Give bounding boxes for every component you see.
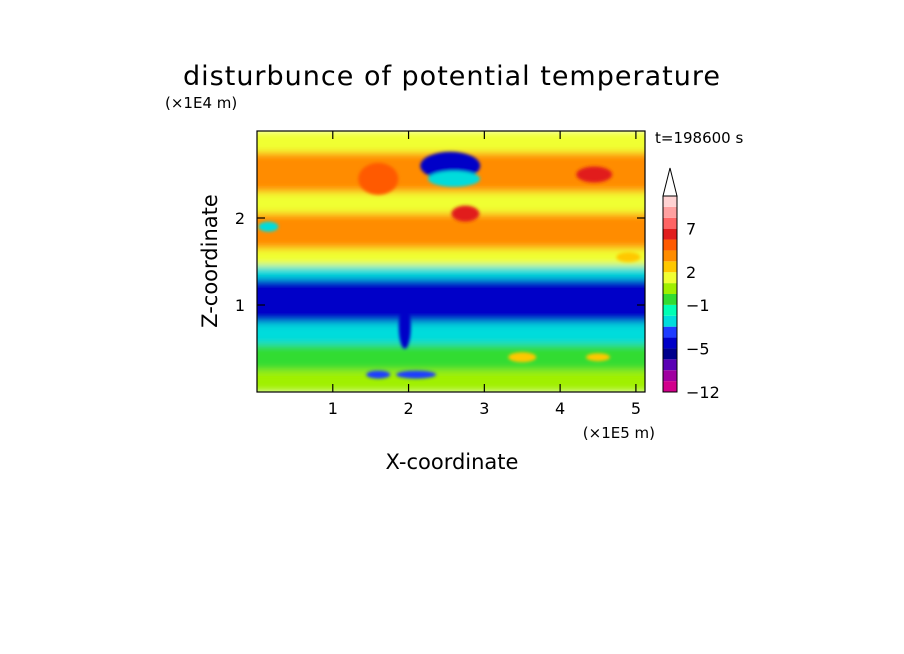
colorbar-swatch xyxy=(663,294,677,305)
colorbar-swatch xyxy=(663,261,677,273)
x-tick-label: 2 xyxy=(403,399,413,418)
field-band xyxy=(257,248,645,266)
colorbar-swatch xyxy=(663,217,677,229)
colorbar-swatch xyxy=(663,239,677,251)
x-tick-label: 4 xyxy=(555,399,565,418)
field-feature xyxy=(428,170,481,187)
colorbar-tick-label: −5 xyxy=(686,339,710,358)
field-feature xyxy=(451,205,480,222)
colorbar-swatch xyxy=(663,381,677,392)
field-feature xyxy=(396,370,437,379)
field-features xyxy=(258,151,641,379)
x-axis-label: X-coordinate xyxy=(386,450,519,474)
field-band xyxy=(257,344,645,371)
colorbar-swatch xyxy=(663,337,677,349)
colorbar-swatch xyxy=(663,228,677,240)
contour-field xyxy=(257,131,645,392)
field-bands xyxy=(257,131,645,392)
x-tick-label: 5 xyxy=(631,399,641,418)
colorbar-swatch xyxy=(663,370,677,382)
colorbar-swatch xyxy=(663,326,677,338)
colorbar-swatch xyxy=(663,250,677,262)
plot-frame xyxy=(256,130,646,393)
colorbar-extend-arrow xyxy=(662,167,678,197)
colorbar-swatch xyxy=(663,283,677,294)
y-axis: 12 xyxy=(235,209,645,315)
x-tick-label: 1 xyxy=(328,399,338,418)
field-band xyxy=(257,322,645,345)
colorbar-tick-label: −12 xyxy=(686,383,720,402)
time-label: t=198600 s xyxy=(655,129,743,147)
field-feature xyxy=(508,352,537,363)
x-unit-label: (×1E5 m) xyxy=(583,424,655,442)
y-axis-label: Z-coordinate xyxy=(198,194,222,328)
field-feature xyxy=(576,166,613,183)
colorbar-tick-label: 7 xyxy=(686,220,696,239)
x-tick-label: 3 xyxy=(479,399,489,418)
field-feature xyxy=(366,370,391,379)
colorbar-swatch xyxy=(663,304,677,316)
x-axis: 1 2 3 4 5 xyxy=(328,131,641,418)
field-feature xyxy=(258,221,279,232)
field-band xyxy=(257,131,645,153)
colorbar-swatch xyxy=(663,348,677,360)
field-band xyxy=(257,265,645,279)
field-band xyxy=(257,213,645,249)
colorbar-swatch xyxy=(663,315,677,327)
y-tick-label: 2 xyxy=(235,209,245,228)
colorbar-tick-label: −1 xyxy=(686,296,710,315)
chart-title: disturbunce of potential temperature xyxy=(183,61,721,92)
field-feature xyxy=(616,252,641,263)
field-feature xyxy=(358,162,399,195)
colorbar-swatch xyxy=(663,359,677,371)
field-feature xyxy=(586,353,611,362)
y-tick-label: 1 xyxy=(235,296,245,315)
colorbar-swatch xyxy=(663,272,677,284)
y-unit-label: (×1E4 m) xyxy=(165,94,237,112)
field-band xyxy=(257,278,645,323)
colorbar-swatch xyxy=(663,206,677,218)
colorbar-tick-label: 2 xyxy=(686,263,696,282)
colorbar-swatch xyxy=(663,196,677,207)
field-feature xyxy=(398,304,411,349)
field-band xyxy=(257,370,645,392)
colorbar: −12−5−127 xyxy=(662,167,720,402)
field-band xyxy=(257,191,645,214)
